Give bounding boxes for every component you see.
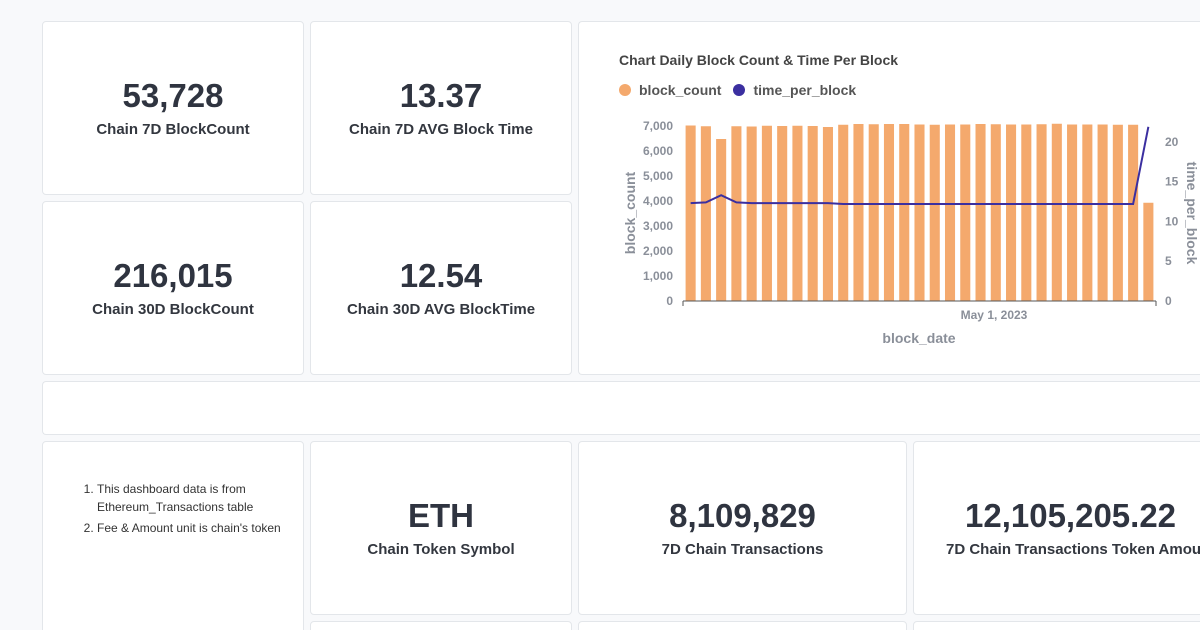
kpi-label: Chain 7D AVG Block Time: [349, 120, 533, 138]
bar: [944, 124, 956, 301]
y2-tick-label: 10: [1165, 214, 1179, 228]
bar: [838, 124, 849, 301]
legend-label: time_per_block: [753, 82, 857, 98]
time-per-block-line: [690, 126, 1150, 205]
bar: [914, 124, 925, 301]
y-tick-label: 0: [666, 294, 673, 308]
legend-item-time-per-block[interactable]: time_per_block: [733, 82, 856, 98]
bar: [975, 124, 986, 301]
kpi-value: 13.37: [399, 77, 483, 115]
kpi-label: Chain 30D AVG BlockTime: [346, 300, 536, 318]
bar: [1128, 124, 1139, 301]
y2-tick-label: 15: [1165, 175, 1179, 189]
x-axis-title: block_date: [882, 330, 955, 346]
card-peek: [310, 621, 572, 630]
kpi-card-7d-avg-block-time: 13.37 Chain 7D AVG Block Time: [310, 21, 572, 195]
y-tick-label: 1,000: [643, 269, 673, 283]
bar: [777, 126, 788, 301]
y-tick-label: 6,000: [643, 144, 673, 158]
chart-legend: block_count time_per_block: [619, 82, 856, 98]
bar: [1097, 124, 1108, 301]
note-item: Fee & Amount unit is chain's token: [97, 519, 283, 537]
y-axis-title: block_count: [622, 171, 638, 254]
note-item: This dashboard data is from Ethereum_Tra…: [97, 480, 283, 516]
legend-dot-icon: [733, 84, 746, 96]
kpi-value: 12.54: [399, 257, 483, 295]
kpi-value: 12,105,205.22: [965, 497, 1177, 535]
y-tick-label: 5,000: [643, 169, 673, 183]
bar: [1082, 124, 1093, 301]
empty-row-card: [42, 381, 1200, 435]
bar: [868, 124, 879, 301]
bar: [1036, 124, 1047, 301]
kpi-card-7d-blockcount: 53,728 Chain 7D BlockCount: [42, 21, 304, 195]
kpi-card-30d-avg-block-time: 12.54 Chain 30D AVG BlockTime: [310, 201, 572, 375]
bar: [960, 124, 971, 301]
legend-dot-icon: [619, 84, 631, 96]
y2-axis-title: time_per_block: [1184, 162, 1200, 265]
bar: [731, 126, 742, 301]
y2-tick-label: 5: [1165, 254, 1172, 268]
y2-tick-label: 20: [1165, 135, 1179, 149]
chart-title: Chart Daily Block Count & Time Per Block: [619, 52, 899, 68]
bar: [822, 127, 833, 301]
bar: [990, 124, 1001, 301]
bar: [1067, 124, 1078, 301]
bar: [716, 139, 727, 301]
kpi-label: 7D Chain Transactions Token Amount: [946, 540, 1200, 558]
y-tick-label: 4,000: [643, 194, 673, 208]
bar: [685, 125, 696, 301]
legend-label: block_count: [639, 82, 722, 98]
kpi-value: ETH: [408, 497, 474, 535]
y-tick-label: 7,000: [643, 119, 673, 133]
bar: [700, 126, 711, 301]
bar: [929, 124, 940, 301]
bar: [1112, 124, 1123, 301]
notes-list: This dashboard data is from Ethereum_Tra…: [83, 480, 283, 540]
x-tick-label: May 1, 2023: [961, 308, 1028, 322]
bar: [1143, 202, 1154, 301]
card-peek: [578, 621, 907, 630]
bar: [883, 124, 895, 301]
kpi-label: Chain Token Symbol: [367, 540, 515, 558]
kpi-value: 53,728: [122, 77, 224, 115]
card-peek: [913, 621, 1200, 630]
kpi-label: 7D Chain Transactions: [661, 540, 824, 558]
kpi-card-7d-transactions: 8,109,829 7D Chain Transactions: [578, 441, 907, 615]
kpi-value: 216,015: [113, 257, 233, 295]
legend-item-block-count[interactable]: block_count: [619, 82, 721, 98]
kpi-card-7d-transactions-token-amount: 12,105,205.22 7D Chain Transactions Toke…: [913, 441, 1200, 615]
bar: [792, 125, 803, 301]
y-tick-label: 2,000: [643, 244, 673, 258]
chart-plot[interactable]: 0 1,000 2,000 3,000 4,000 5,000 6,000 7,000 0 5 10…: [579, 22, 1200, 376]
bar: [853, 124, 864, 301]
kpi-label: Chain 30D BlockCount: [92, 300, 254, 318]
notes-card: This dashboard data is from Ethereum_Tra…: [42, 441, 304, 630]
bar: [746, 126, 757, 301]
kpi-value: 8,109,829: [669, 497, 816, 535]
kpi-card-30d-blockcount: 216,015 Chain 30D BlockCount: [42, 201, 304, 375]
chart-card-block-count: Chart Daily Block Count & Time Per Block…: [578, 21, 1200, 375]
bar: [1051, 123, 1062, 301]
bar: [807, 126, 818, 301]
bar: [1021, 124, 1032, 301]
y-tick-label: 3,000: [643, 219, 673, 233]
kpi-label: Chain 7D BlockCount: [96, 120, 250, 138]
bar: [761, 125, 772, 301]
y2-tick-label: 0: [1165, 294, 1172, 308]
bar: [1006, 124, 1017, 301]
kpi-card-token-symbol: ETH Chain Token Symbol: [310, 441, 572, 615]
bar: [899, 124, 910, 301]
